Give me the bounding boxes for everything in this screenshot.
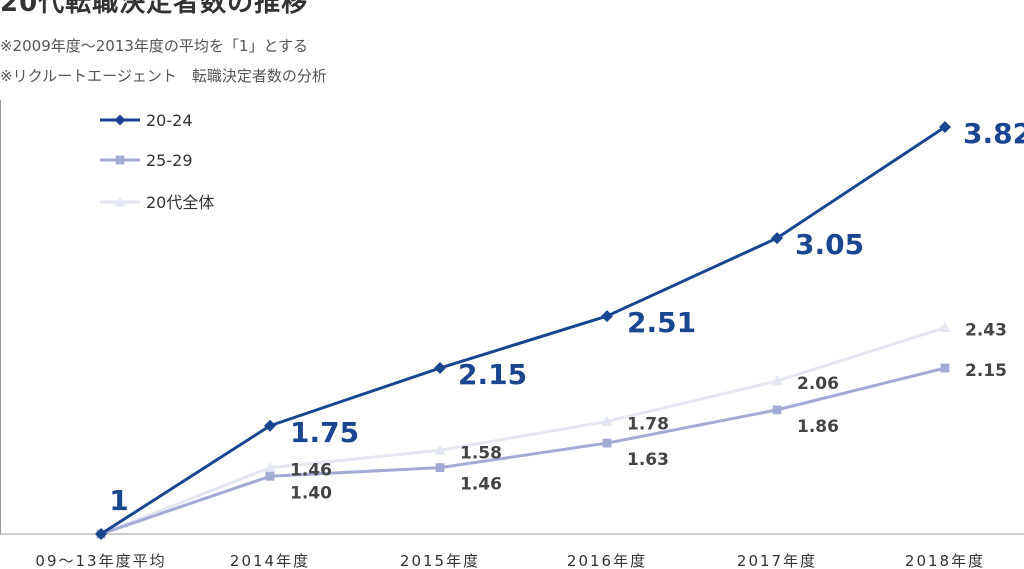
data-point (264, 419, 276, 432)
x-tick-label: 2014年度 (230, 552, 310, 569)
chart-title: 20代転職決定者数の推移 (0, 0, 309, 18)
data-point (939, 322, 951, 333)
x-tick-label: 09～13年度平均 (35, 552, 166, 569)
data-point (434, 444, 446, 455)
note-baseline: ※2009年度～2013年度の平均を「1」とする (0, 37, 309, 55)
data-point (939, 121, 951, 133)
x-tick-label: 2015年度 (400, 552, 480, 569)
data-label: 1.75 (290, 416, 359, 449)
series-line (100, 366, 946, 536)
legend-label: 25-29 (146, 151, 193, 170)
data-label: 1.46 (460, 475, 502, 495)
data-point (771, 232, 783, 245)
x-tick-label: 2016年度 (567, 552, 647, 569)
legend-label: 20代全体 (146, 193, 214, 212)
data-label: 1.58 (460, 443, 502, 463)
data-point (601, 310, 613, 323)
data-label: 1.40 (290, 483, 332, 503)
data-point (771, 375, 783, 386)
data-label: 2.06 (797, 374, 839, 394)
data-point (940, 363, 950, 373)
legend-label: 20-24 (146, 111, 193, 130)
data-label: 2.51 (627, 306, 696, 339)
data-point (114, 114, 126, 126)
data-label: 3.82 (963, 117, 1024, 150)
data-point (264, 462, 276, 473)
data-point (602, 438, 612, 448)
data-point (434, 362, 446, 375)
series-line (100, 125, 946, 536)
data-label: 2.15 (458, 358, 527, 391)
data-point (95, 528, 107, 540)
data-label: 1.78 (627, 414, 669, 434)
data-point (115, 155, 125, 165)
data-label: 3.05 (795, 228, 864, 261)
x-tick-label: 2018年度 (905, 552, 985, 569)
data-point (114, 196, 126, 207)
data-label: 1.46 (290, 461, 332, 481)
data-point (772, 405, 782, 415)
data-point (601, 415, 613, 426)
data-point (435, 463, 445, 473)
data-label: 2.43 (965, 321, 1007, 341)
data-label: 1.63 (627, 450, 669, 470)
series-line (100, 326, 946, 536)
data-point (265, 471, 275, 481)
note-source: ※リクルートエージェント 転職決定者数の分析 (0, 67, 327, 85)
data-label: 1.86 (797, 417, 839, 437)
data-label: 1 (109, 484, 128, 517)
data-label: 2.15 (965, 361, 1007, 381)
x-tick-label: 2017年度 (737, 552, 817, 569)
